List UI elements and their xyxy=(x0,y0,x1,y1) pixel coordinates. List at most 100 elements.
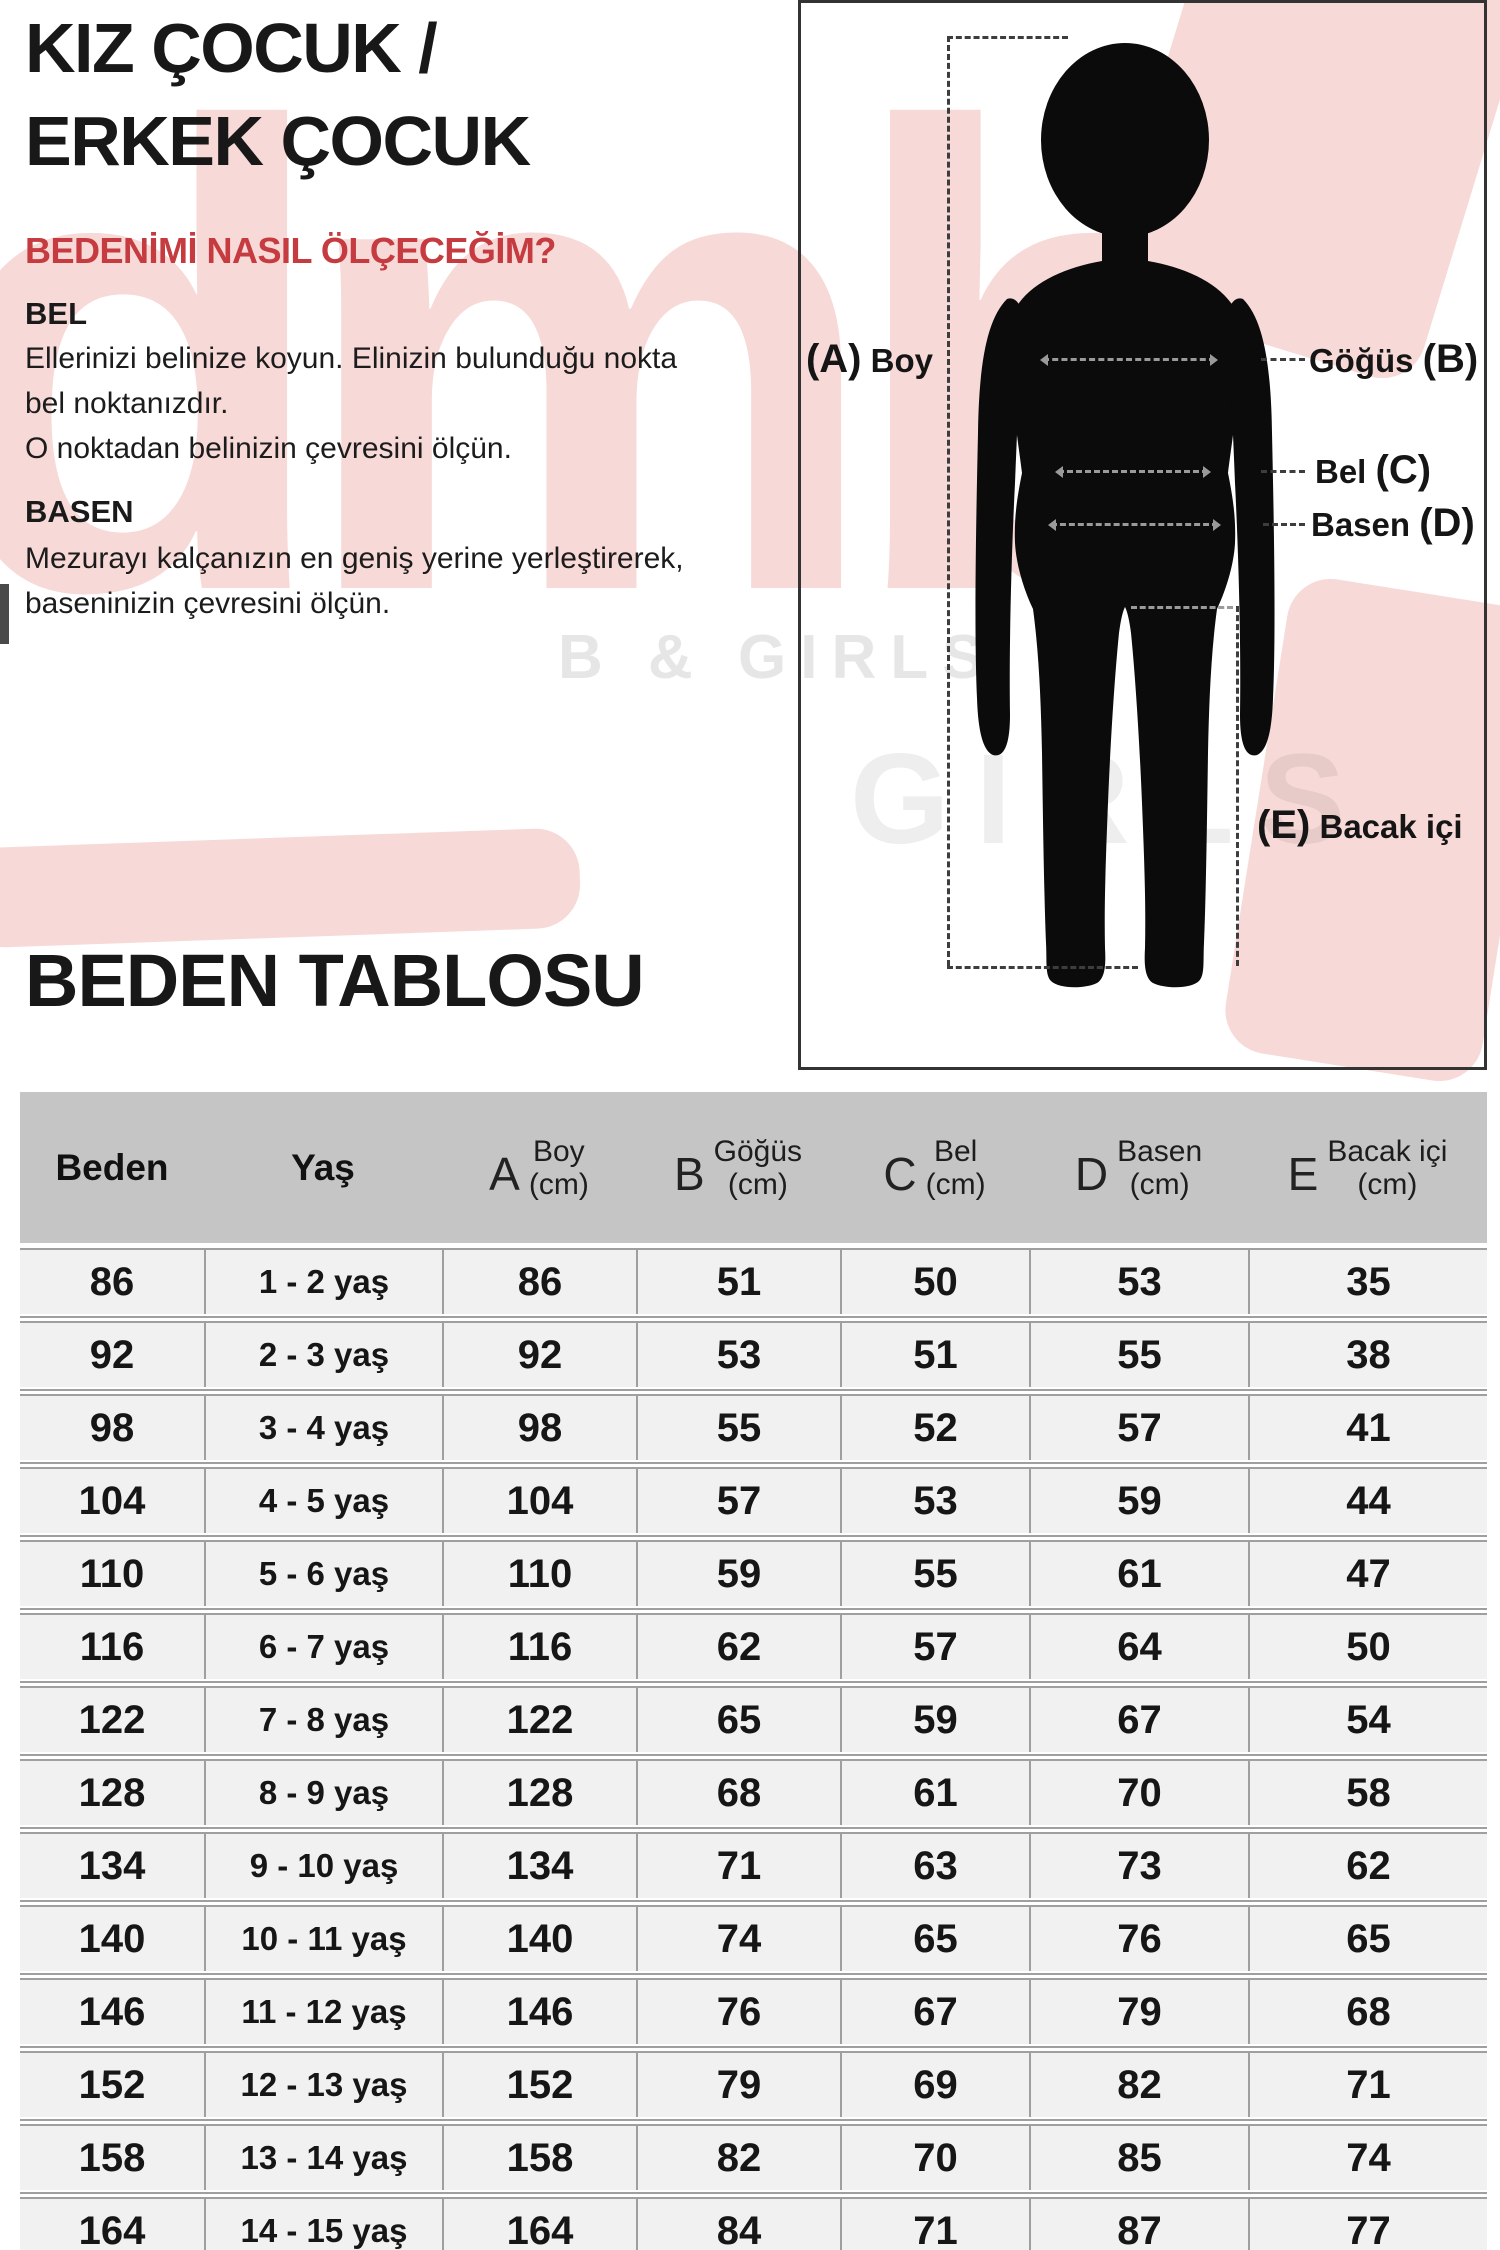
table-cell: 116 xyxy=(79,1624,145,1669)
col-header-basen: D Basen (cm) xyxy=(1029,1135,1248,1201)
label-boy-text: Boy xyxy=(870,342,933,379)
table-cell: 1 - 2 yaş xyxy=(204,1250,442,1314)
table-cell: 134 xyxy=(78,1843,146,1888)
table-cell: 4 - 5 yaş xyxy=(204,1469,442,1533)
table-cell: 65 xyxy=(636,1688,840,1752)
col-letter-d: D xyxy=(1074,1147,1109,1200)
inseam-top-dash xyxy=(1131,606,1233,609)
table-cell: 57 xyxy=(840,1615,1029,1679)
label-bacak-ici-letter: (E) xyxy=(1257,803,1311,847)
table-cell: 51 xyxy=(840,1323,1029,1387)
table-row: 128 8 - 9 yaş 128 68 61 70 58 xyxy=(20,1754,1487,1825)
label-basen: Basen (D) xyxy=(1311,503,1475,545)
table-row: 122 7 - 8 yaş 122 65 59 67 54 xyxy=(20,1681,1487,1752)
col-boy-line1: Boy xyxy=(532,1134,585,1168)
table-row: 92 2 - 3 yaş 92 53 51 55 38 xyxy=(20,1316,1487,1387)
table-cell: 2 - 3 yaş xyxy=(204,1323,442,1387)
table-cell: 158 xyxy=(442,2126,636,2190)
table-cell: 64 xyxy=(1029,1615,1248,1679)
table-cell: 76 xyxy=(1029,1907,1248,1971)
waist-dashed-line xyxy=(1055,466,1211,478)
height-bottom-dash xyxy=(947,966,1138,969)
table-cell: 110 xyxy=(79,1551,145,1596)
table-cell: 104 xyxy=(78,1478,146,1523)
table-row: 116 6 - 7 yaş 116 62 57 64 50 xyxy=(20,1608,1487,1679)
table-cell: 104 xyxy=(442,1469,636,1533)
table-cell: 116 xyxy=(442,1615,636,1679)
table-cell: 7 - 8 yaş xyxy=(204,1688,442,1752)
table-cell: 6 - 7 yaş xyxy=(204,1615,442,1679)
table-cell: 47 xyxy=(1248,1542,1487,1606)
table-cell: 70 xyxy=(1029,1761,1248,1825)
table-cell: 14 - 15 yaş xyxy=(204,2199,442,2250)
table-cell: 59 xyxy=(840,1688,1029,1752)
watermark-blob xyxy=(0,827,582,949)
table-cell: 57 xyxy=(1029,1396,1248,1460)
table-cell: 62 xyxy=(636,1615,840,1679)
table-row: 86 1 - 2 yaş 86 51 50 53 35 xyxy=(20,1248,1487,1314)
table-cell: 92 xyxy=(442,1323,636,1387)
table-cell: 59 xyxy=(636,1542,840,1606)
table-cell: 35 xyxy=(1248,1250,1487,1314)
col-header-bel: C Bel (cm) xyxy=(840,1135,1029,1201)
table-cell: 146 xyxy=(78,1989,146,2034)
table-cell: 53 xyxy=(636,1323,840,1387)
table-cell: 50 xyxy=(840,1250,1029,1314)
table-cell: 71 xyxy=(1248,2053,1487,2117)
table-cell: 164 xyxy=(442,2199,636,2250)
table-cell: 59 xyxy=(1029,1469,1248,1533)
table-cell: 9 - 10 yaş xyxy=(204,1834,442,1898)
col-bacak-line2: (cm) xyxy=(1357,1167,1418,1201)
table-cell: 10 - 11 yaş xyxy=(204,1907,442,1971)
table-cell: 82 xyxy=(1029,2053,1248,2117)
table-cell: 55 xyxy=(840,1542,1029,1606)
label-basen-letter: (D) xyxy=(1419,501,1475,545)
col-letter-e: E xyxy=(1287,1147,1319,1200)
table-cell: 12 - 13 yaş xyxy=(204,2053,442,2117)
label-bacak-ici: (E) Bacak içi xyxy=(1257,805,1463,847)
label-bacak-ici-text: Bacak içi xyxy=(1319,808,1463,845)
basen-section-label: BASEN xyxy=(25,494,134,529)
table-cell: 51 xyxy=(636,1250,840,1314)
table-cell: 65 xyxy=(1248,1907,1487,1971)
table-cell: 77 xyxy=(1248,2199,1487,2250)
table-cell: 122 xyxy=(442,1688,636,1752)
table-cell: 86 xyxy=(442,1250,636,1314)
table-cell: 63 xyxy=(840,1834,1029,1898)
table-cell: 53 xyxy=(840,1469,1029,1533)
col-letter-c: C xyxy=(883,1147,917,1200)
label-gogus-text: Göğüs xyxy=(1309,342,1414,379)
bel-section-label: BEL xyxy=(25,296,87,331)
table-cell: 134 xyxy=(442,1834,636,1898)
table-cell: 62 xyxy=(1248,1834,1487,1898)
col-bacak-line1: Bacak içi xyxy=(1327,1134,1448,1168)
table-body: 86 1 - 2 yaş 86 51 50 53 35 92 2 - 3 yaş 92 53 51 55… xyxy=(20,1246,1487,2250)
label-gogus: Göğüs (B) xyxy=(1309,339,1478,381)
table-cell: 54 xyxy=(1248,1688,1487,1752)
col-letter-a: A xyxy=(489,1147,520,1200)
table-cell: 79 xyxy=(636,2053,840,2117)
table-cell: 152 xyxy=(442,2053,636,2117)
table-cell: 73 xyxy=(1029,1834,1248,1898)
page-title-line1: KIZ ÇOCUK / xyxy=(25,9,438,87)
label-boy-letter: (A) xyxy=(805,337,862,381)
table-cell: 92 xyxy=(89,1332,135,1377)
cropped-edge-mark xyxy=(0,584,9,644)
col-gogus-line2: (cm) xyxy=(727,1167,788,1201)
table-cell: 85 xyxy=(1029,2126,1248,2190)
table-cell: 44 xyxy=(1248,1469,1487,1533)
label-bel-letter: (C) xyxy=(1375,448,1432,492)
label-bel-text: Bel xyxy=(1315,453,1367,490)
table-cell: 50 xyxy=(1248,1615,1487,1679)
table-cell: 71 xyxy=(636,1834,840,1898)
table-cell: 11 - 12 yaş xyxy=(204,1980,442,2044)
table-cell: 128 xyxy=(78,1770,146,1815)
table-cell: 70 xyxy=(840,2126,1029,2190)
inseam-dashed-line xyxy=(1236,606,1239,966)
table-row: 104 4 - 5 yaş 104 57 53 59 44 xyxy=(20,1462,1487,1533)
table-cell: 38 xyxy=(1248,1323,1487,1387)
height-dashed-line xyxy=(947,36,950,966)
table-cell: 67 xyxy=(1029,1688,1248,1752)
table-cell: 68 xyxy=(636,1761,840,1825)
col-boy-line2: (cm) xyxy=(528,1167,589,1201)
